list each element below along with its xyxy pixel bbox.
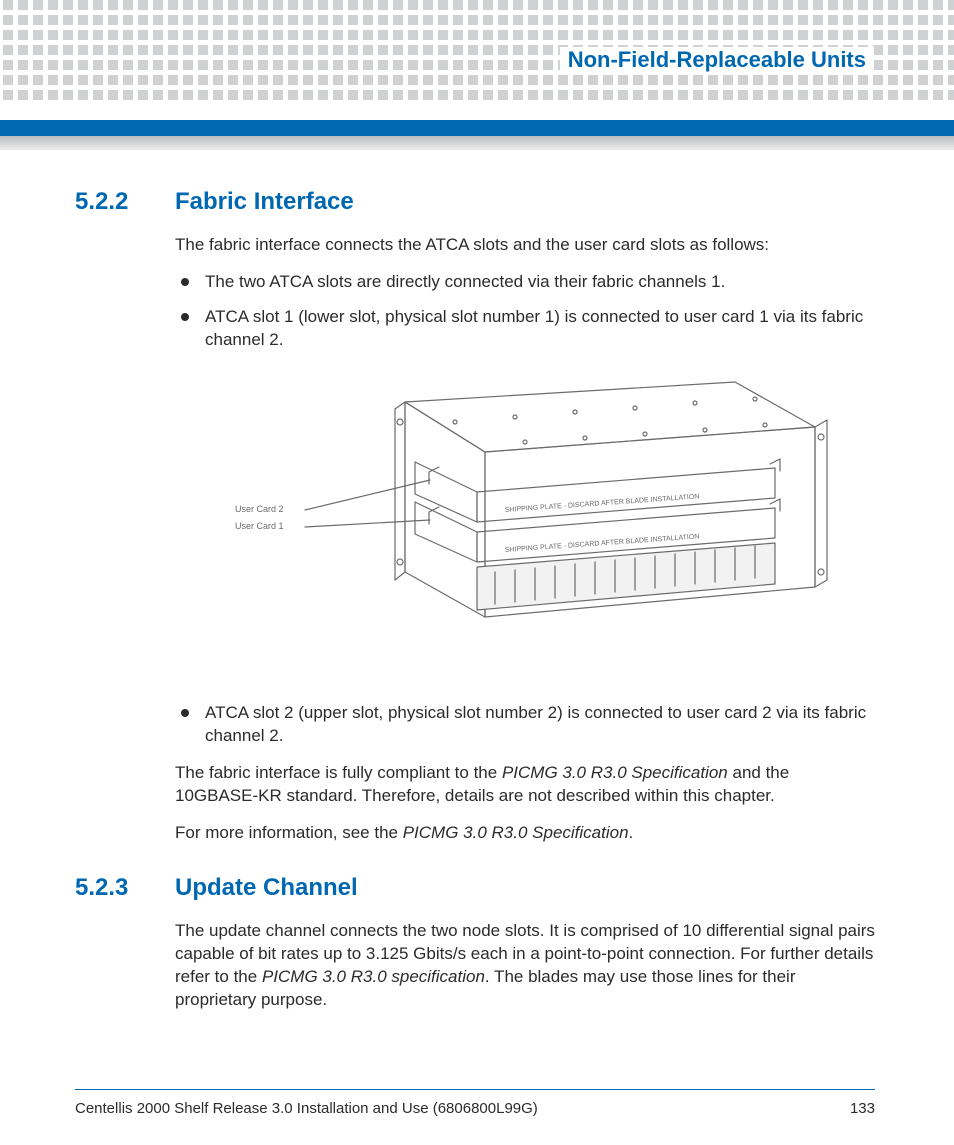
figure-plate-text-1: SHIPPING PLATE - DISCARD AFTER BLADE INS… xyxy=(505,493,700,514)
bullet-item: ATCA slot 1 (lower slot, physical slot n… xyxy=(175,306,875,352)
footer-page-number: 133 xyxy=(850,1100,875,1117)
section-title: Update Channel xyxy=(175,874,358,902)
moreinfo-paragraph: For more information, see the PICMG 3.0 … xyxy=(175,822,875,845)
section-title: Fabric Interface xyxy=(175,188,354,216)
update-channel-paragraph: The update channel connects the two node… xyxy=(175,920,875,1012)
section-heading-523: 5.2.3 Update Channel xyxy=(75,874,875,902)
compliance-paragraph: The fabric interface is fully compliant … xyxy=(175,762,875,808)
section-number: 5.2.2 xyxy=(75,188,175,216)
chapter-heading: Non-Field-Replaceable Units xyxy=(560,47,874,73)
bullet-item: ATCA slot 2 (upper slot, physical slot n… xyxy=(175,702,875,748)
bullet-item: The two ATCA slots are directly connecte… xyxy=(175,271,875,294)
header-blue-rule xyxy=(0,120,954,136)
footer-rule xyxy=(75,1089,875,1090)
figure-label-user-card-1: User Card 1 xyxy=(235,521,284,531)
section-number: 5.2.3 xyxy=(75,874,175,902)
header-gradient xyxy=(0,136,954,150)
intro-paragraph: The fabric interface connects the ATCA s… xyxy=(175,234,875,257)
section-heading-522: 5.2.2 Fabric Interface xyxy=(75,188,875,216)
chassis-figure: SHIPPING PLATE - DISCARD AFTER BLADE INS… xyxy=(175,372,875,672)
footer-doc-title: Centellis 2000 Shelf Release 3.0 Install… xyxy=(75,1100,538,1117)
figure-label-user-card-2: User Card 2 xyxy=(235,504,284,514)
